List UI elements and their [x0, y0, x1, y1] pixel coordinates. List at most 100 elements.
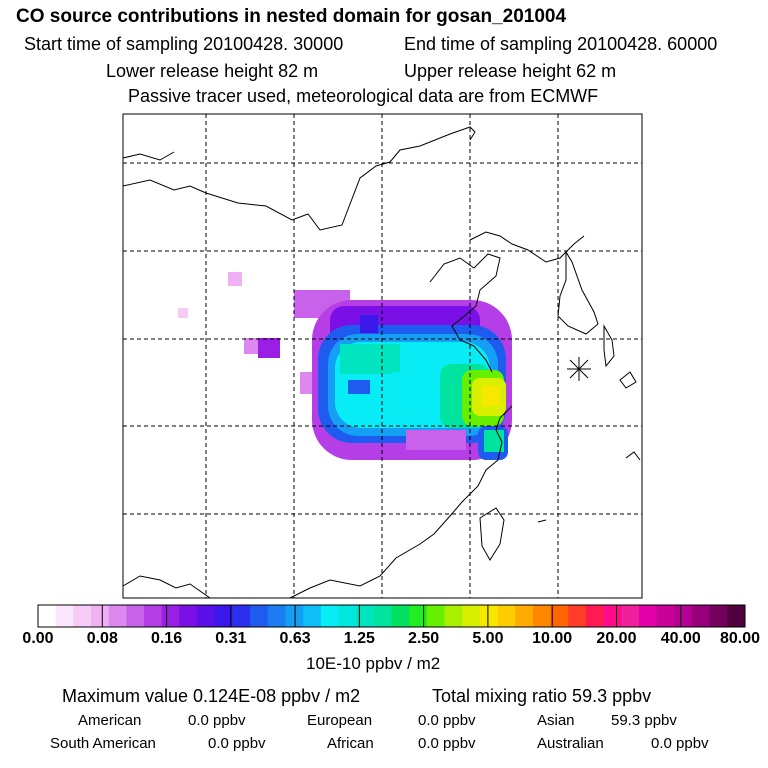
sampling-end: End time of sampling 20100428. 60000 — [404, 34, 718, 54]
colorbar-cell — [497, 605, 516, 627]
coastlines — [122, 126, 641, 599]
region-name: Asian — [537, 712, 575, 729]
colorbar-cell — [38, 605, 57, 627]
colorbar-tick-label: 40.00 — [660, 630, 701, 647]
colorbar-cell — [674, 605, 693, 627]
sampling-start: Start time of sampling 20100428. 30000 — [24, 34, 344, 54]
region-name: Australian — [537, 735, 604, 752]
coastline-path — [619, 371, 637, 389]
colorbar-cell — [691, 605, 711, 627]
colorbar-cell — [444, 605, 463, 627]
colorbar-cell — [73, 605, 92, 627]
maximum-value: Maximum value 0.124E-08 ppbv / m2 — [62, 686, 361, 706]
total-mixing-ratio: Total mixing ratio 59.3 ppbv — [432, 686, 652, 706]
colorbar-tick-label: 0.08 — [86, 630, 118, 647]
coastline-path — [537, 519, 547, 523]
colorbar-cell — [585, 605, 605, 627]
field-cell — [348, 380, 370, 394]
colorbar-cell — [391, 605, 410, 627]
colorbar-cell — [285, 605, 304, 627]
coastline-path — [429, 253, 501, 373]
colorbar-tick-label: 5.00 — [472, 630, 504, 647]
region-name: African — [327, 735, 374, 752]
colorbar-tick-label: 10.00 — [532, 630, 573, 647]
colorbar-cell — [621, 605, 640, 627]
colorbar-cell — [709, 605, 728, 627]
upper-release-height: Upper release height 62 m — [404, 61, 617, 81]
colorbar-cell — [356, 605, 375, 627]
colorbar-tick-label: 20.00 — [596, 630, 637, 647]
colorbar-cell — [144, 605, 163, 627]
colorbar-cell — [214, 605, 233, 627]
colorbar-cell — [232, 605, 251, 627]
colorbar-cell — [373, 605, 392, 627]
field-cell — [482, 386, 500, 406]
colorbar-cell — [108, 605, 127, 627]
region-value: 0.0 ppbv — [188, 712, 246, 729]
colorbar-unit-label: 10E-10 ppbv / m2 — [306, 654, 441, 673]
colorbar-cell — [603, 605, 622, 627]
colorbar-cell — [638, 605, 658, 627]
colorbar-cell — [303, 605, 322, 627]
coastline-path — [625, 451, 641, 461]
colorbar-tick-label: 2.50 — [408, 630, 440, 647]
field-cell — [360, 315, 378, 333]
map-plot — [122, 113, 643, 599]
colorbar-cell — [55, 605, 74, 627]
colorbar-cell — [91, 605, 110, 627]
field-cell — [340, 344, 400, 374]
coastline-path — [603, 324, 615, 368]
colorbar-cell — [550, 605, 569, 627]
colorbar-major-ticks — [37, 604, 746, 628]
coastline-path — [469, 231, 585, 263]
colorbar-cells — [38, 605, 746, 627]
region-value: 59.3 ppbv — [611, 712, 677, 729]
region-value: 0.0 ppbv — [208, 735, 266, 752]
region-value: 0.0 ppbv — [418, 712, 476, 729]
coastline-path — [122, 151, 175, 161]
coastline-path — [122, 126, 476, 231]
colorbar-cell — [426, 605, 446, 627]
colorbar-cell — [462, 605, 481, 627]
colorbar-tick-label: 0.31 — [215, 630, 247, 647]
region-value: 0.0 ppbv — [418, 735, 476, 752]
region-name: South American — [50, 735, 156, 752]
tracer-note: Passive tracer used, meteorological data… — [128, 86, 599, 106]
field-cell — [258, 338, 280, 358]
colorbar-cell — [338, 605, 357, 627]
colorbar-cell — [568, 605, 587, 627]
colorbar-tick-label: 0.00 — [22, 630, 54, 647]
colorbar-tick-label: 80.00 — [719, 630, 761, 647]
colorbar-cell — [479, 605, 499, 627]
colorbar-tick-label: 0.63 — [279, 630, 311, 647]
colorbar-cell — [161, 605, 180, 627]
coastline-path — [122, 575, 211, 599]
lower-release-height: Lower release height 82 m — [106, 61, 319, 81]
chart-title: CO source contributions in nested domain… — [16, 6, 567, 27]
colorbar-cell — [409, 605, 428, 627]
colorbar-cell — [267, 605, 286, 627]
colorbar-cell — [532, 605, 552, 627]
field-cell — [244, 338, 260, 354]
region-value: 0.0 ppbv — [651, 735, 709, 752]
colorbar-tick-label: 1.25 — [343, 630, 375, 647]
field-cell — [406, 430, 466, 450]
graticule — [123, 114, 642, 598]
colorbar-cell — [320, 605, 339, 627]
field-cell — [178, 308, 188, 318]
colorbar-cell — [727, 605, 746, 627]
colorbar-cell — [179, 605, 198, 627]
colorbar-cell — [656, 605, 675, 627]
colorbar — [37, 604, 746, 628]
colorbar-cell — [197, 605, 216, 627]
colorbar-cell — [515, 605, 534, 627]
region-name: American — [78, 712, 142, 729]
receptor-marker-icon — [567, 357, 591, 381]
colorbar-cell — [250, 605, 269, 627]
region-name: European — [307, 712, 373, 729]
concentration-field — [178, 272, 512, 460]
coastline-path — [479, 507, 505, 561]
coastline-path — [557, 250, 599, 335]
field-cell — [228, 272, 242, 286]
colorbar-tick-label: 0.16 — [150, 630, 183, 647]
